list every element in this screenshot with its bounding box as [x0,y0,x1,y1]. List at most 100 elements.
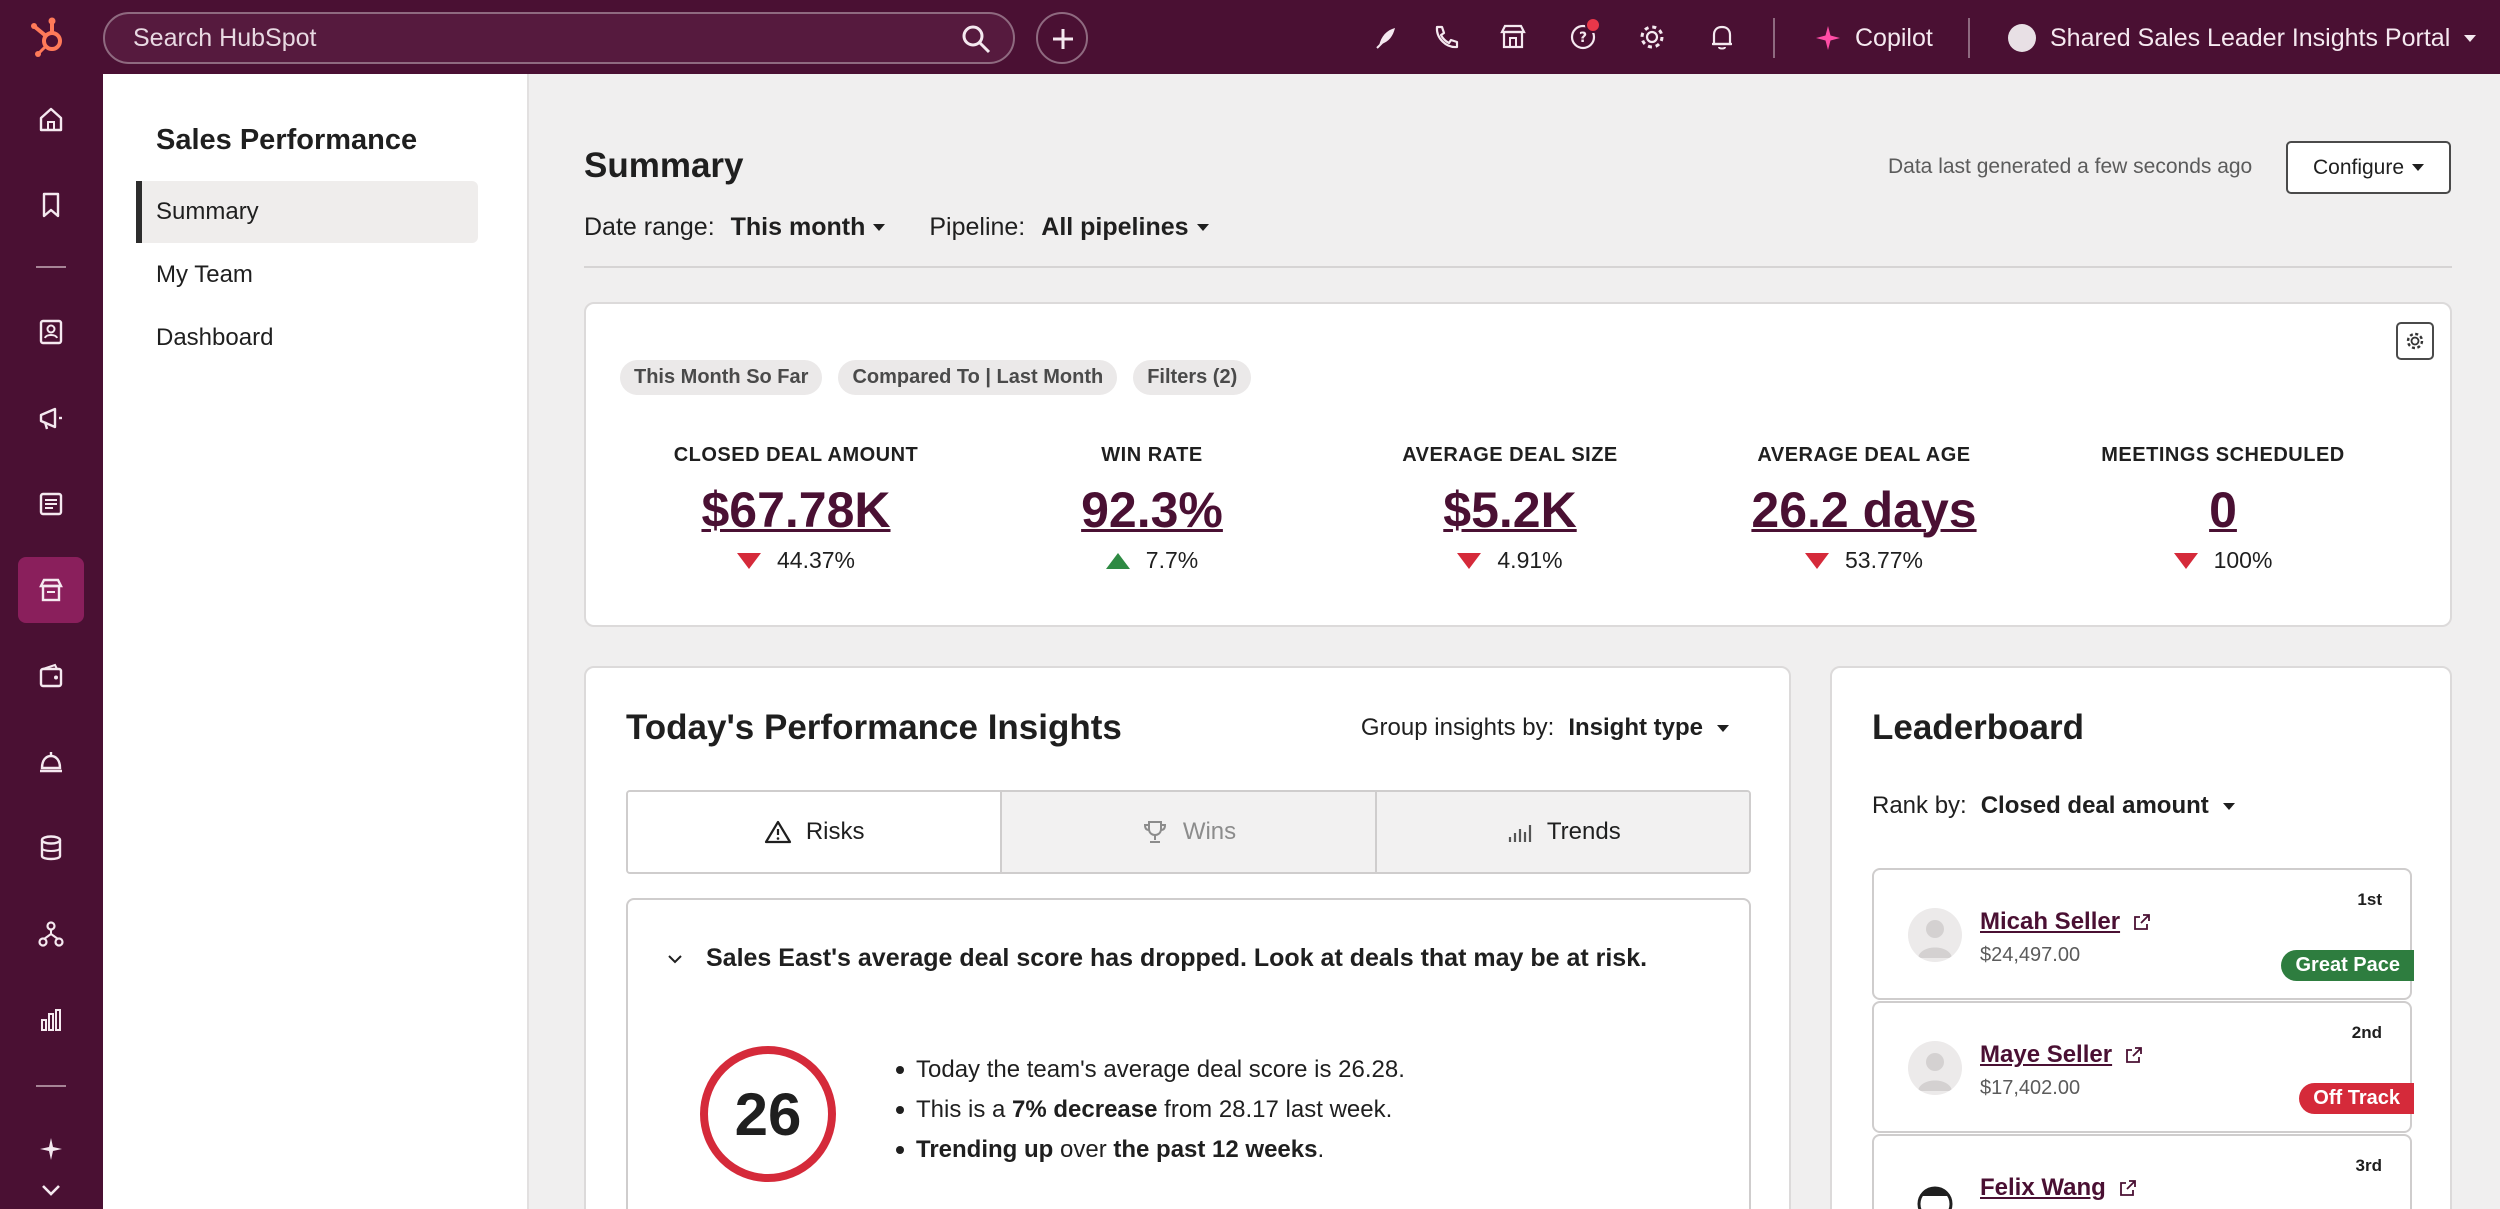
commerce-wallet-icon[interactable] [18,643,84,709]
kpi-filter-chips: This Month So Far Compared To | Last Mon… [620,360,1252,395]
hubspot-logo-icon[interactable] [26,14,72,60]
kpi-change: 100% [2063,547,2383,574]
kpi-value-link[interactable]: 92.3% [1081,482,1223,538]
seller-name: Micah Seller [1980,908,2121,935]
svg-text:?: ? [1579,30,1587,46]
chip-comparison[interactable]: Compared To | Last Month [838,360,1118,395]
kpi-change-value: 7.7% [1145,547,1199,573]
help-icon[interactable]: ? [1566,20,1600,54]
seller-amount: $17,402.00 [1980,1077,2081,1099]
global-search[interactable] [103,12,1015,64]
page-title: Summary [584,146,744,185]
chevron-down-icon[interactable] [873,223,886,231]
seller-name-link[interactable]: Micah Seller [1980,908,2152,936]
chip-filters[interactable]: Filters (2) [1133,360,1252,395]
content-icon[interactable] [18,471,84,537]
kpi-value-link[interactable]: 26.2 days [1751,482,1977,538]
kpi-meetings-scheduled: MEETINGS SCHEDULED 0 100% [2063,444,2383,574]
chevron-down-icon[interactable] [1196,223,1209,231]
trend-down-icon [1457,552,1482,569]
reporting-bar-chart-icon[interactable] [18,987,84,1053]
card-settings-button[interactable] [2396,322,2434,360]
rank-by-control: Rank by: Closed deal amount [1872,792,2235,820]
kpi-change-value: 4.91% [1497,547,1563,573]
copilot-label: Copilot [1855,23,1933,52]
pipeline-dropdown[interactable]: All pipelines [1041,212,1189,241]
bookmark-icon[interactable] [18,172,84,238]
chevron-down-icon[interactable] [1717,724,1729,732]
create-new-button[interactable] [1036,12,1088,64]
bullet-text: This is a [916,1096,1013,1123]
group-by-dropdown[interactable]: Insight type [1568,714,1703,741]
subnav-item-my-team[interactable]: My Team [156,261,253,288]
sales-icon[interactable] [18,557,84,623]
marketplace-icon[interactable] [1496,20,1530,54]
insight-bullet: Today the team's average deal score is 2… [896,1050,1405,1090]
kpi-change: 53.77% [1704,547,2024,574]
expand-chevron-icon[interactable] [18,1168,84,1209]
insight-bullet: This is a 7% decrease from 28.17 last we… [896,1090,1405,1130]
contacts-icon[interactable] [18,299,84,365]
feather-icon[interactable] [1369,20,1403,54]
kpi-change-value: 100% [2213,547,2273,573]
copilot-button[interactable]: Copilot [1815,18,1933,58]
leaderboard-title: Leaderboard [1872,708,2084,747]
chevron-down-icon [668,954,682,963]
bullet-text: . [1317,1136,1325,1163]
kpi-closed-deal-amount: CLOSED DEAL AMOUNT $67.78K 44.37% [636,444,956,574]
tab-wins[interactable]: Wins [1000,792,1375,872]
avatar [1908,1174,1962,1209]
account-avatar [2008,24,2036,52]
kpi-label: AVERAGE DEAL SIZE [1402,444,1618,466]
kpi-change: 44.37% [636,547,956,574]
chevron-down-icon[interactable] [2222,802,2235,810]
plus-icon [1053,29,1073,49]
automation-network-icon[interactable] [18,901,84,967]
rank-position-badge: 1st [2357,890,2382,909]
top-navigation-bar: ? Copilot Shared Sales Leader Insights P… [0,0,2500,74]
trend-down-icon [1804,552,1829,569]
insight-heading: Sales East's average deal score has drop… [706,944,1648,972]
insight-heading-toggle[interactable]: Sales East's average deal score has drop… [666,944,1647,973]
kpi-label: AVERAGE DEAL AGE [1757,444,1971,466]
pipeline-label: Pipeline: [929,212,1026,241]
chip-time-period[interactable]: This Month So Far [620,360,823,395]
leaderboard-row: Maye Seller $17,402.00 2nd Off Track [1872,1001,2414,1133]
insight-tabs: Risks Wins Trends [626,790,1751,874]
service-bell-icon[interactable] [18,729,84,795]
notifications-bell-icon[interactable] [1705,20,1739,54]
date-range-dropdown[interactable]: This month [730,212,866,241]
rank-by-dropdown[interactable]: Closed deal amount [1980,792,2209,819]
kpi-value-link[interactable]: $5.2K [1443,482,1577,538]
account-menu[interactable]: Shared Sales Leader Insights Portal [2008,18,2477,58]
insight-details: Today the team's average deal score is 2… [896,1050,1405,1170]
last-generated-text: Data last generated a few seconds ago [1888,155,2253,178]
data-database-icon[interactable] [18,815,84,881]
trend-down-icon [736,552,761,569]
kpi-win-rate: WIN RATE 92.3% 7.7% [992,444,1312,574]
phone-icon[interactable] [1428,20,1462,54]
search-icon[interactable] [961,24,991,54]
settings-gear-icon[interactable] [1635,20,1669,54]
tab-trends[interactable]: Trends [1374,792,1749,872]
bar-chart-icon [1508,825,1532,842]
marketing-megaphone-icon[interactable] [18,385,84,451]
sparkle-icon [1816,26,1840,50]
search-input[interactable] [133,14,933,62]
kpi-value-link[interactable]: 0 [2209,482,2237,538]
subnav-item-dashboard[interactable]: Dashboard [156,324,274,351]
insight-item: Sales East's average deal score has drop… [626,898,1751,1209]
configure-label: Configure [2312,155,2405,179]
seller-name-link[interactable]: Maye Seller [1980,1041,2144,1069]
seller-name-link[interactable]: Felix Wang [1980,1174,2138,1202]
tab-risks[interactable]: Risks [628,792,1001,872]
bullet-emphasis: the past 12 weeks [1113,1136,1318,1163]
breeze-sparkle-icon[interactable] [18,1116,84,1182]
subnav-item-summary[interactable]: Summary [136,181,478,243]
rank-position-badge: 2nd [2351,1023,2382,1042]
home-icon[interactable] [18,86,84,152]
configure-button[interactable]: Configure [2286,141,2451,194]
bullet-emphasis: 7% decrease [1012,1096,1158,1123]
kpi-value-link[interactable]: $67.78K [701,482,891,538]
kpi-label: WIN RATE [1101,444,1203,466]
